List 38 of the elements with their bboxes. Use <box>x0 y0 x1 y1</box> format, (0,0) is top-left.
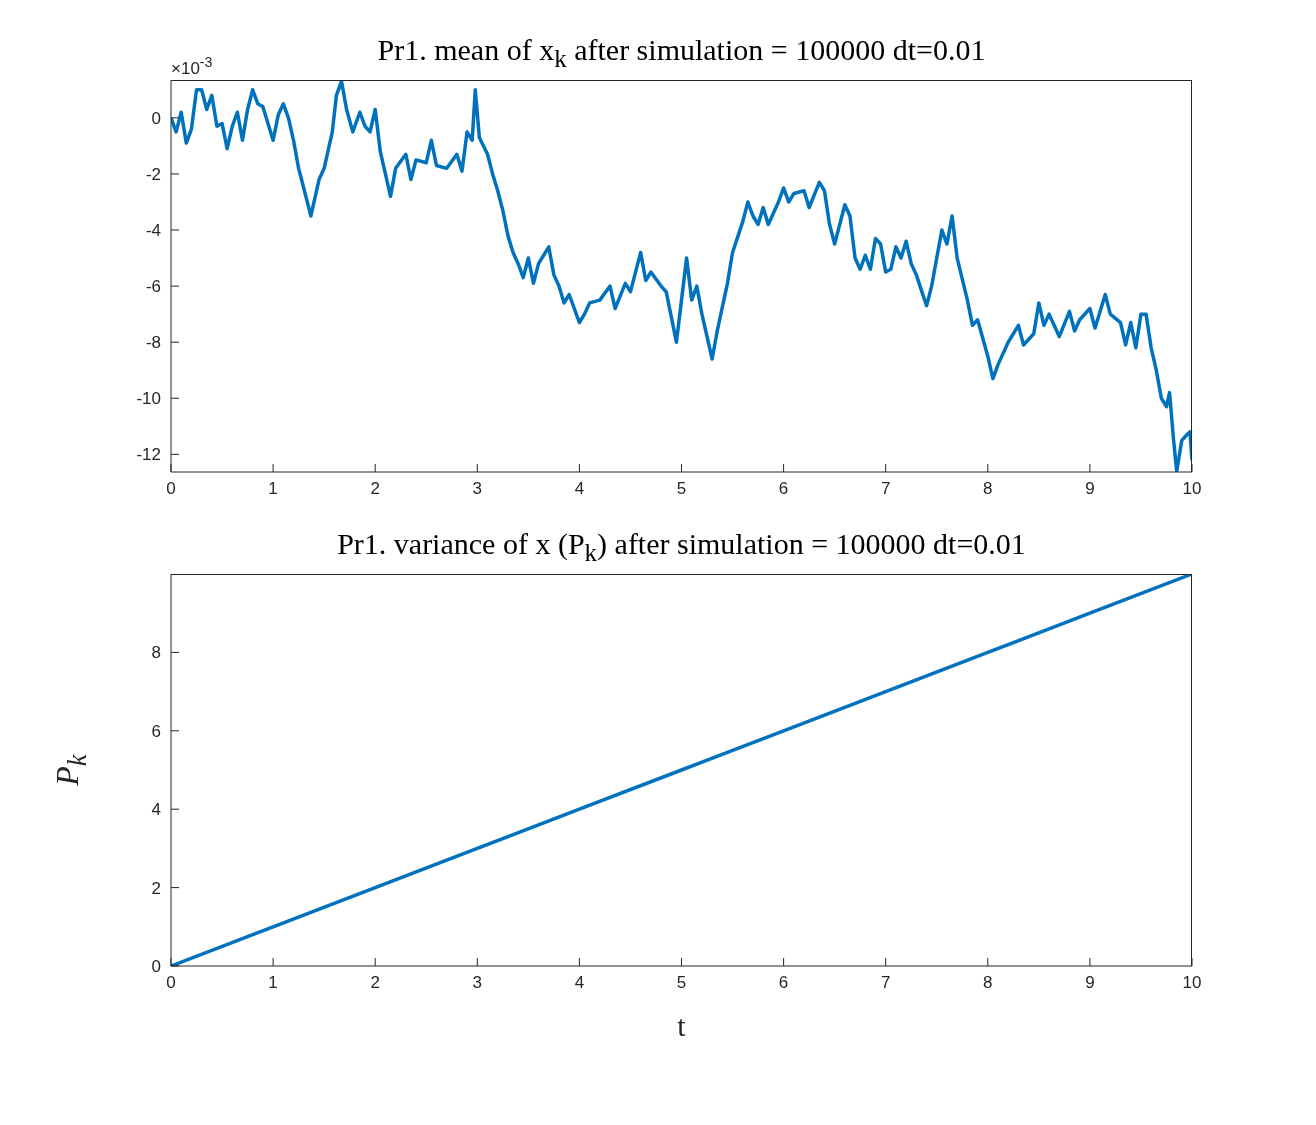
x-tick-label: 3 <box>472 479 483 499</box>
y-tick-label: 2 <box>151 878 161 898</box>
x-tick-label: 4 <box>574 973 585 993</box>
x-tick-label: 10 <box>1182 479 1202 499</box>
x-tick-label: 6 <box>778 973 789 993</box>
x-tick-label: 3 <box>472 973 483 993</box>
y-tick-label: -12 <box>136 445 161 465</box>
y-tick-label: -8 <box>145 333 161 353</box>
x-tick-label: 8 <box>983 973 993 993</box>
x-tick-label: 6 <box>778 479 789 499</box>
y-tick-label: 4 <box>151 800 161 820</box>
x-tick-label: 9 <box>1085 479 1095 499</box>
x-tick-label: 7 <box>880 479 891 499</box>
y-tick-label: 0 <box>151 957 161 977</box>
y-tick-label: -4 <box>145 221 161 241</box>
x-tick-label: 9 <box>1085 973 1095 993</box>
x-tick-label: 5 <box>676 973 687 993</box>
x-tick-label: 5 <box>676 479 687 499</box>
x-tick-label: 0 <box>166 973 176 993</box>
y-tick-label: 8 <box>151 643 161 663</box>
y-tick-label: -2 <box>145 164 161 184</box>
x-tick-label: 1 <box>268 479 278 499</box>
x-tick-label: 0 <box>166 479 176 499</box>
x-tick-label: 4 <box>574 479 585 499</box>
y-tick-label: 0 <box>151 108 161 128</box>
text: ×10$^{-3}$ <box>171 54 213 79</box>
y-tick-label: -10 <box>136 389 161 409</box>
x-tick-label: 10 <box>1182 973 1202 993</box>
chart-title: Pr1. variance of x (P$_{k}$) after simulation = 100000 dt=0.01 <box>336 526 1027 566</box>
chart-title: Pr1. mean of x$_{k}$ after simulation = 100000 dt=0.01 <box>377 33 986 72</box>
x-tick-label: 8 <box>983 479 993 499</box>
y-tick-label: 6 <box>151 721 161 741</box>
x-tick-label: 2 <box>370 479 380 499</box>
x-tick-label: 1 <box>268 973 278 993</box>
x-tick-label: 7 <box>880 973 891 993</box>
y-tick-label: -6 <box>145 277 161 297</box>
x-tick-label: 2 <box>370 973 380 993</box>
x-axis-title: t <box>677 1009 687 1042</box>
